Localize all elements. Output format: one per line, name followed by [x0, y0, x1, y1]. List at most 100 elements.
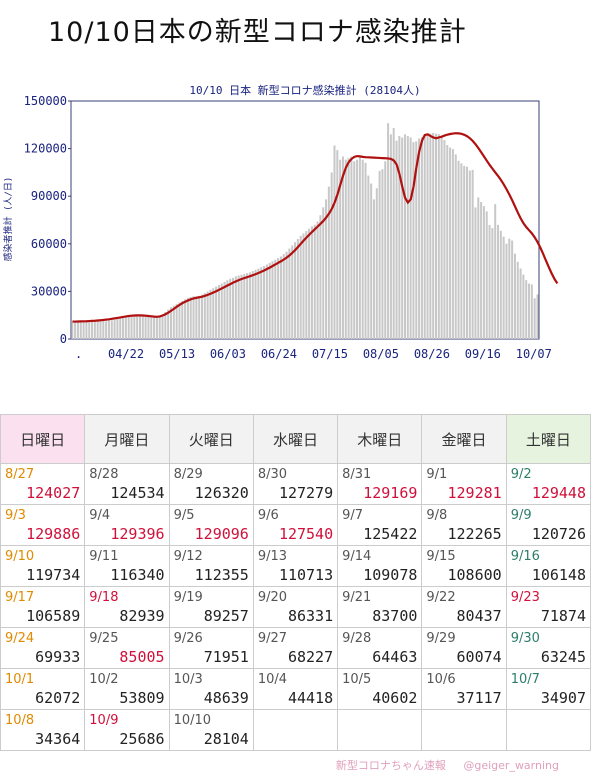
bar [409, 137, 412, 339]
day-date: 9/19 [173, 590, 203, 605]
bar [463, 165, 466, 339]
bar [254, 269, 257, 339]
x-tick-label: 05/13 [159, 347, 195, 361]
bar [217, 285, 220, 339]
bar [164, 312, 167, 339]
bar [513, 253, 516, 339]
day-date: 9/22 [426, 590, 456, 605]
bar [485, 211, 488, 339]
day-date: 9/30 [510, 631, 540, 646]
day-estimate-value: 129096 [194, 525, 249, 543]
bar [429, 133, 432, 339]
bar [153, 317, 156, 339]
calendar-day-cell: 10/7 34907 [505, 668, 592, 710]
bar [206, 291, 209, 339]
calendar-day-cell: 10/8 34364 [0, 709, 86, 751]
day-date: 9/26 [173, 631, 203, 646]
x-tick-label: . [75, 347, 82, 361]
bar [150, 316, 153, 339]
calendar-header-cell: 土曜日 [505, 414, 592, 464]
day-estimate-value: 28104 [203, 730, 249, 748]
bar [107, 320, 110, 339]
bar [471, 169, 474, 339]
bar [248, 272, 251, 339]
bar [333, 145, 336, 339]
day-date: 9/4 [89, 508, 111, 523]
bar [353, 161, 356, 339]
bar [234, 276, 237, 339]
bar [294, 242, 297, 339]
calendar-header-cell: 木曜日 [337, 414, 423, 464]
calendar-header-cell: 金曜日 [421, 414, 507, 464]
footer-brand: 新型コロナちゃん速報 [335, 759, 446, 772]
calendar-week-row: 9/24 69933 9/25 85005 9/26 71951 9/27 68227 9/28… [0, 627, 592, 669]
bar [325, 199, 328, 339]
calendar-header-cell: 月曜日 [84, 414, 170, 464]
calendar-day-cell: 9/10 119734 [0, 545, 86, 587]
calendar-day-cell: 10/5 40602 [337, 668, 423, 710]
bar [282, 254, 285, 339]
calendar-day-cell: 9/12 112355 [168, 545, 254, 587]
bar [412, 142, 415, 339]
calendar-day-cell: 9/30 63245 [505, 627, 592, 669]
bar [446, 145, 449, 339]
calendar-day-cell [505, 709, 592, 751]
bar [251, 271, 254, 339]
bar [263, 266, 266, 339]
bar [364, 162, 367, 339]
calendar-week-row: 9/17 106589 9/18 82939 9/19 89257 9/20 86331 9/2… [0, 586, 592, 628]
day-estimate-value: 82939 [119, 607, 165, 625]
day-date: 9/24 [5, 631, 35, 646]
infection-estimate-chart: 10/10 日本 新型コロナ感染推計 (28104人) 感染者推計 (人/日) … [2, 83, 559, 361]
day-estimate-value: 106589 [26, 607, 81, 625]
day-date: 8/31 [342, 467, 372, 482]
x-tick-label: 06/03 [210, 347, 246, 361]
day-estimate-value: 124534 [110, 484, 165, 502]
day-estimate-value: 127279 [278, 484, 334, 502]
bar [511, 240, 514, 339]
bar [265, 264, 268, 339]
calendar-day-cell: 9/4 129396 [84, 504, 170, 546]
day-estimate-value: 85005 [119, 648, 165, 666]
bar [268, 262, 271, 339]
bar [102, 320, 105, 339]
calendar-day-cell: 9/23 71874 [505, 586, 592, 628]
bar [491, 228, 494, 339]
calendar-day-cell: 9/5 129096 [168, 504, 254, 546]
calendar-day-cell: 9/2 129448 [505, 463, 592, 505]
bar [203, 292, 206, 339]
bar [138, 315, 141, 339]
bar [341, 156, 344, 339]
day-date: 9/13 [257, 549, 288, 564]
day-date: 9/16 [510, 549, 540, 564]
footer-handle: @geiger_warning [463, 759, 559, 772]
x-tick-label: 10/07 [516, 347, 552, 361]
calendar-day-cell: 9/24 69933 [0, 627, 86, 669]
day-estimate-value: 62072 [35, 689, 81, 707]
bar [389, 134, 392, 339]
bar [85, 321, 88, 339]
bar [387, 123, 390, 340]
bar [169, 307, 172, 339]
bar [367, 175, 370, 339]
day-estimate-value: 119734 [26, 566, 81, 584]
bar [310, 226, 313, 339]
bar [110, 320, 113, 339]
calendar-day-cell: 9/7 125422 [337, 504, 423, 546]
bar [161, 314, 164, 339]
bar [344, 159, 347, 339]
bar [192, 296, 195, 339]
calendar-header-cell: 火曜日 [168, 414, 254, 464]
bar [426, 133, 429, 339]
y-tick-label: 0 [60, 332, 67, 346]
bar [499, 230, 502, 339]
bar [147, 316, 150, 339]
day-date: 9/18 [89, 590, 119, 605]
bar [525, 280, 528, 339]
bar [347, 158, 350, 339]
bar [229, 278, 232, 339]
day-estimate-value: 129169 [363, 484, 418, 502]
bar [488, 224, 491, 339]
bar [519, 268, 522, 339]
bar [167, 309, 170, 339]
